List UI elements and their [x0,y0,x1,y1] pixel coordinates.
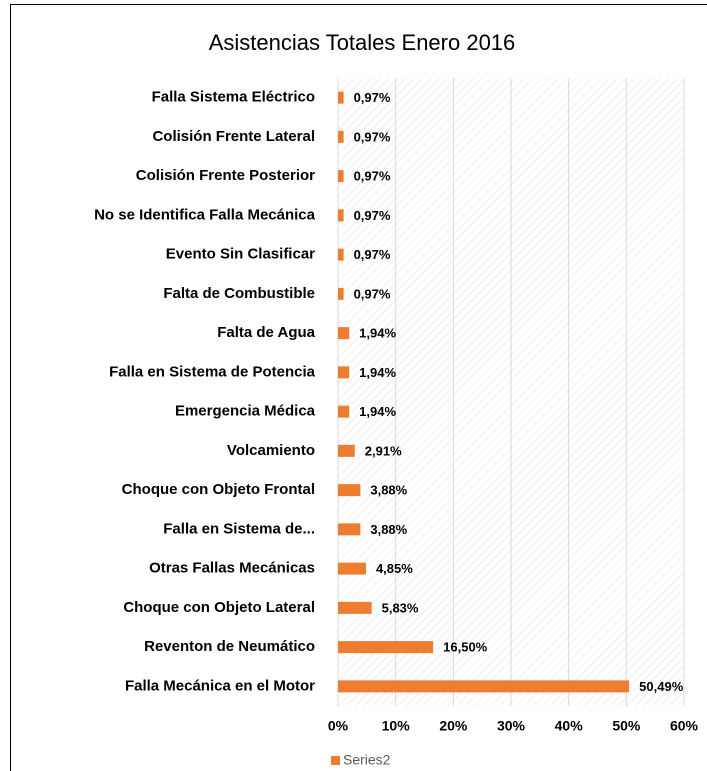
bar [338,405,350,418]
value-label: 0,97% [354,169,391,184]
y-tick-label: Otras Fallas Mecánicas [149,560,315,577]
bar [338,562,366,575]
value-label: 2,91% [365,443,402,458]
value-label: 0,97% [354,208,391,223]
y-tick-label: Evento Sin Clasificar [166,246,315,263]
bar [338,523,361,536]
value-label: 0,97% [354,286,391,301]
y-tick-label: Falta de Combustible [163,285,315,302]
bar [338,366,350,379]
bar [338,91,344,104]
x-tick-label: 10% [382,718,411,734]
y-tick-label: Falla Sistema Eléctrico [152,89,315,106]
bar [338,641,434,654]
y-tick-label: Choque con Objeto Lateral [123,599,315,616]
legend-swatch [331,756,340,765]
value-label: 1,94% [359,365,396,380]
y-tick-label: Choque con Objeto Frontal [122,481,315,498]
legend-label: Series2 [343,752,391,768]
bar [338,287,344,300]
value-label: 16,50% [443,640,488,655]
value-label: 0,97% [354,90,391,105]
x-tick-label: 20% [439,718,468,734]
y-tick-label: Falla en Sistema de... [163,520,315,537]
value-label: 3,88% [370,522,407,537]
value-label: 1,94% [359,404,396,419]
bar [338,327,350,340]
y-tick-label: Colisión Frente Posterior [136,167,315,184]
y-tick-label: Falta de Agua [217,324,315,341]
bar [338,130,344,143]
chart-title: Asistencias Totales Enero 2016 [209,30,516,55]
value-label: 4,85% [376,561,413,576]
bar [338,680,630,693]
x-tick-label: 50% [612,718,641,734]
value-label: 0,97% [354,247,391,262]
y-tick-label: No se Identifica Falla Mecánica [94,206,316,223]
value-label: 0,97% [354,129,391,144]
y-tick-label: Emergencia Médica [175,403,316,420]
x-tick-label: 30% [497,718,526,734]
value-label: 3,88% [370,483,407,498]
value-label: 50,49% [639,679,684,694]
value-label: 1,94% [359,326,396,341]
bar [338,248,344,261]
x-tick-label: 40% [555,718,584,734]
value-label: 5,83% [382,600,419,615]
bar [338,444,355,457]
y-tick-label: Falla Mecánica en el Motor [125,677,315,694]
y-tick-label: Colisión Frente Lateral [152,128,315,145]
x-tick-label: 60% [670,718,699,734]
y-tick-label: Volcamiento [227,442,315,459]
x-tick-label: 0% [328,718,349,734]
y-tick-label: Reventon de Neumático [144,638,315,655]
bar [338,170,344,183]
bar [338,209,344,222]
y-tick-label: Falla en Sistema de Potencia [109,363,316,380]
bar [338,601,372,614]
bar [338,484,361,497]
